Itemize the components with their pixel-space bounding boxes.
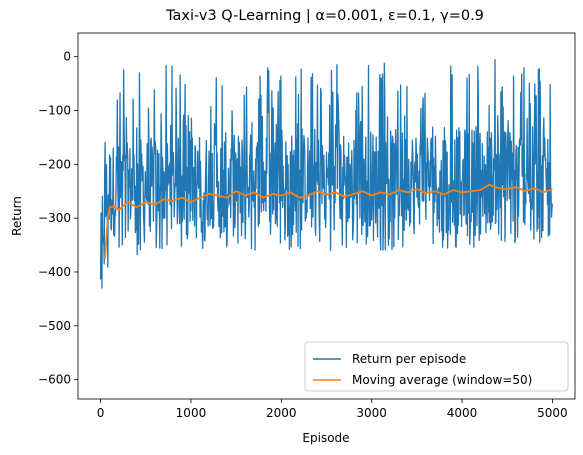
chart-title: Taxi-v3 Q-Learning | α=0.001, ε=0.1, γ=0… bbox=[165, 8, 484, 24]
x-tick-label: 1000 bbox=[176, 406, 207, 420]
series-moving-average bbox=[104, 183, 553, 259]
plot-frame bbox=[77, 32, 576, 400]
legend: Return per episode Moving average (windo… bbox=[304, 341, 569, 392]
y-tick-label: −500 bbox=[38, 319, 71, 333]
x-tick-label: 3000 bbox=[356, 406, 387, 420]
legend-label-ma: Moving average (window=50) bbox=[352, 373, 532, 387]
y-axis: 0 −100 −200 −300 −400 −500 −600 bbox=[38, 50, 78, 387]
y-tick-label: −200 bbox=[38, 157, 71, 171]
x-axis: 0 1000 2000 3000 4000 5000 bbox=[97, 399, 568, 420]
x-tick-label: 0 bbox=[97, 406, 105, 420]
series-return-per-episode bbox=[99, 58, 554, 289]
raw-series bbox=[99, 58, 554, 289]
y-tick-label: −400 bbox=[38, 265, 71, 279]
y-tick-label: −100 bbox=[38, 104, 71, 118]
y-axis-label: Return bbox=[10, 196, 24, 236]
x-tick-label: 2000 bbox=[266, 406, 297, 420]
legend-label-raw: Return per episode bbox=[352, 352, 466, 366]
x-tick-label: 5000 bbox=[537, 406, 568, 420]
x-axis-label: Episode bbox=[302, 431, 349, 445]
ma-series bbox=[104, 183, 553, 259]
y-tick-label: −300 bbox=[38, 211, 71, 225]
y-tick-label: 0 bbox=[63, 50, 71, 64]
legend-box bbox=[304, 341, 569, 392]
x-tick-label: 4000 bbox=[447, 406, 478, 420]
y-tick-label: −600 bbox=[38, 373, 71, 387]
